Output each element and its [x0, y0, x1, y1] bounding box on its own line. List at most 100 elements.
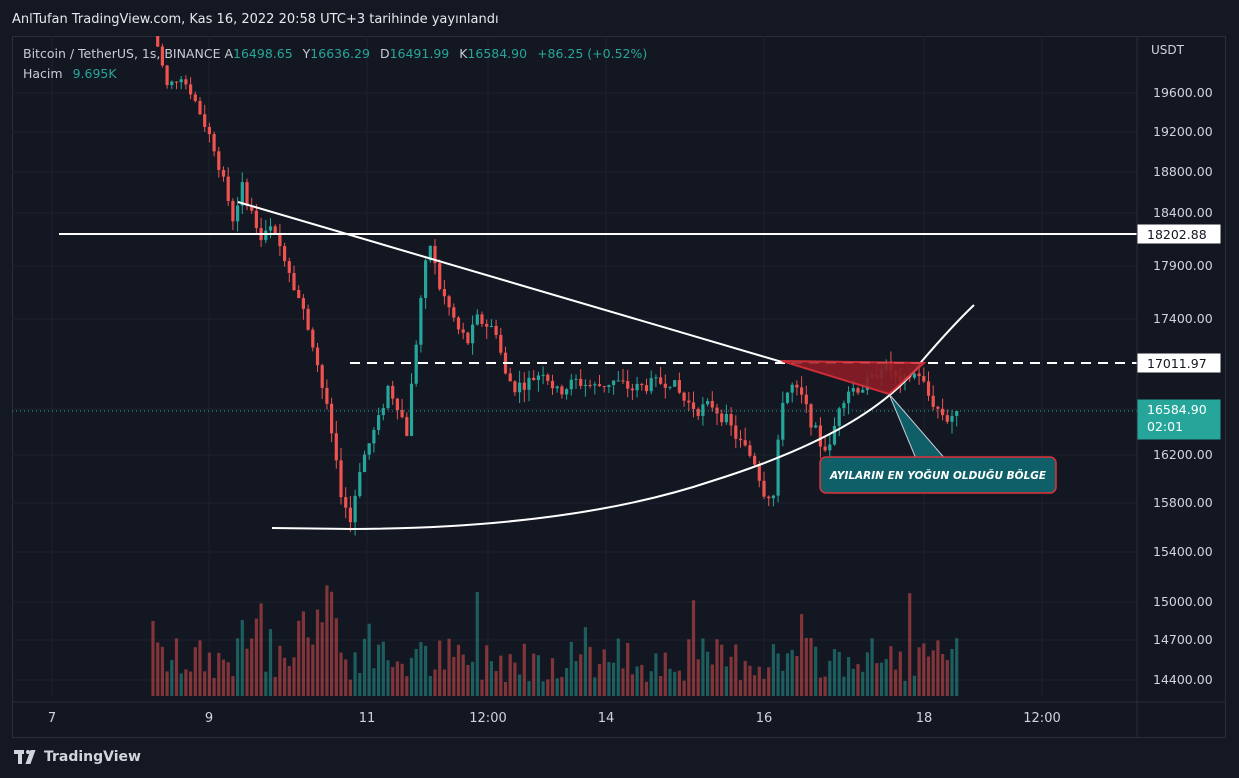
volume-bar: [579, 654, 583, 696]
candle-body: [941, 408, 945, 416]
price-tick-label: 19200.00: [1153, 124, 1213, 139]
price-chart[interactable]: AYILARIN EN YOĞUN OLDUĞU BÖLGE USDT 19600…: [12, 36, 1226, 738]
candle-body: [264, 230, 268, 241]
candle-body: [926, 381, 931, 396]
candle: [532, 370, 536, 381]
candle: [847, 386, 851, 415]
candle: [560, 384, 564, 399]
symbol-label[interactable]: Bitcoin / TetherUS, 1s, BINANCE: [23, 46, 221, 61]
candle: [221, 166, 226, 182]
volume-bar: [870, 638, 874, 696]
candle-body: [823, 446, 827, 451]
candle: [743, 427, 747, 447]
volume-bar: [861, 671, 865, 696]
volume-bar: [503, 681, 508, 696]
candle-body: [706, 400, 710, 405]
volume-bar: [762, 678, 766, 696]
volume-value: 9.695K: [72, 66, 117, 81]
candle: [720, 409, 724, 427]
volume-bar: [315, 609, 320, 696]
volume-bar: [640, 664, 644, 696]
candle: [616, 370, 620, 382]
candle-body: [203, 114, 207, 127]
candle-body: [358, 471, 362, 496]
volume-bar: [673, 671, 677, 696]
candle: [527, 370, 531, 402]
volume-bar: [748, 665, 752, 696]
candle: [837, 406, 841, 437]
candle-body: [950, 415, 954, 422]
volume-bar: [917, 647, 921, 696]
candle: [597, 374, 602, 387]
candle-body: [381, 408, 385, 416]
candle: [640, 382, 644, 391]
tradingview-footer[interactable]: TradingView: [14, 746, 141, 768]
volume-bar: [941, 653, 945, 696]
volume-bar: [593, 677, 597, 696]
candle: [198, 97, 202, 116]
candle-body: [767, 496, 771, 499]
volume-bar: [804, 637, 808, 696]
candle: [424, 255, 428, 309]
candle-body: [546, 374, 550, 381]
tradingview-logo-icon: [14, 750, 38, 764]
candle-body: [955, 411, 959, 416]
candle-body: [593, 384, 597, 386]
candle: [931, 385, 935, 411]
volume-bar: [386, 660, 390, 696]
candle-body: [560, 386, 564, 395]
volume-bar: [851, 668, 855, 696]
volume-bar: [955, 638, 959, 696]
candle-body: [198, 100, 202, 115]
candle-body: [254, 210, 258, 229]
candle: [447, 294, 451, 316]
candle: [226, 167, 230, 207]
candle: [781, 391, 785, 447]
candle-body: [738, 438, 743, 441]
candle-body: [179, 79, 183, 83]
candle: [471, 315, 475, 355]
volume-bar: [630, 674, 634, 696]
volume-bar: [456, 644, 461, 696]
candle: [734, 415, 738, 449]
candle: [696, 407, 700, 421]
candle: [565, 387, 569, 400]
candle: [503, 346, 508, 375]
volume-bar: [555, 678, 559, 696]
candle: [292, 265, 296, 292]
price-tick-label: 16200.00: [1153, 447, 1213, 462]
candle-body: [635, 383, 639, 391]
candle: [184, 75, 188, 90]
price-tick-label: 18400.00: [1153, 205, 1213, 220]
candle: [588, 379, 592, 389]
volume-bar: [607, 662, 611, 696]
candle-body: [842, 403, 846, 409]
volume-bar: [842, 676, 846, 696]
candle-body: [668, 386, 672, 388]
candle-body: [724, 414, 728, 423]
legend-ohlc-row: Bitcoin / TetherUS, 1s, BINANCE A16498.6…: [23, 44, 647, 64]
candle: [405, 412, 409, 437]
callout-text: AYILARIN EN YOĞUN OLDUĞU BÖLGE: [829, 468, 1047, 482]
candle: [785, 391, 790, 405]
last-price-badge: 16584.90 02:01: [1137, 399, 1221, 440]
volume-bar: [466, 665, 470, 696]
candle: [550, 374, 555, 395]
volume-bar: [588, 646, 592, 696]
candle-body: [626, 381, 630, 389]
candle-body: [156, 36, 160, 47]
candle: [706, 398, 710, 407]
low-key: D: [379, 46, 390, 61]
candle: [259, 217, 263, 247]
candle-body: [800, 387, 804, 395]
neckline-badge-bg: [1137, 353, 1221, 373]
volume-label[interactable]: Hacim: [23, 66, 63, 81]
price-tick-label: 15800.00: [1153, 495, 1213, 510]
candle-body: [442, 289, 446, 297]
volume-bar: [292, 657, 296, 696]
candle: [593, 381, 597, 395]
candle: [283, 242, 287, 267]
volume-bar: [212, 677, 216, 696]
candle-body: [250, 206, 254, 211]
price-tick-label: 18800.00: [1153, 164, 1213, 179]
